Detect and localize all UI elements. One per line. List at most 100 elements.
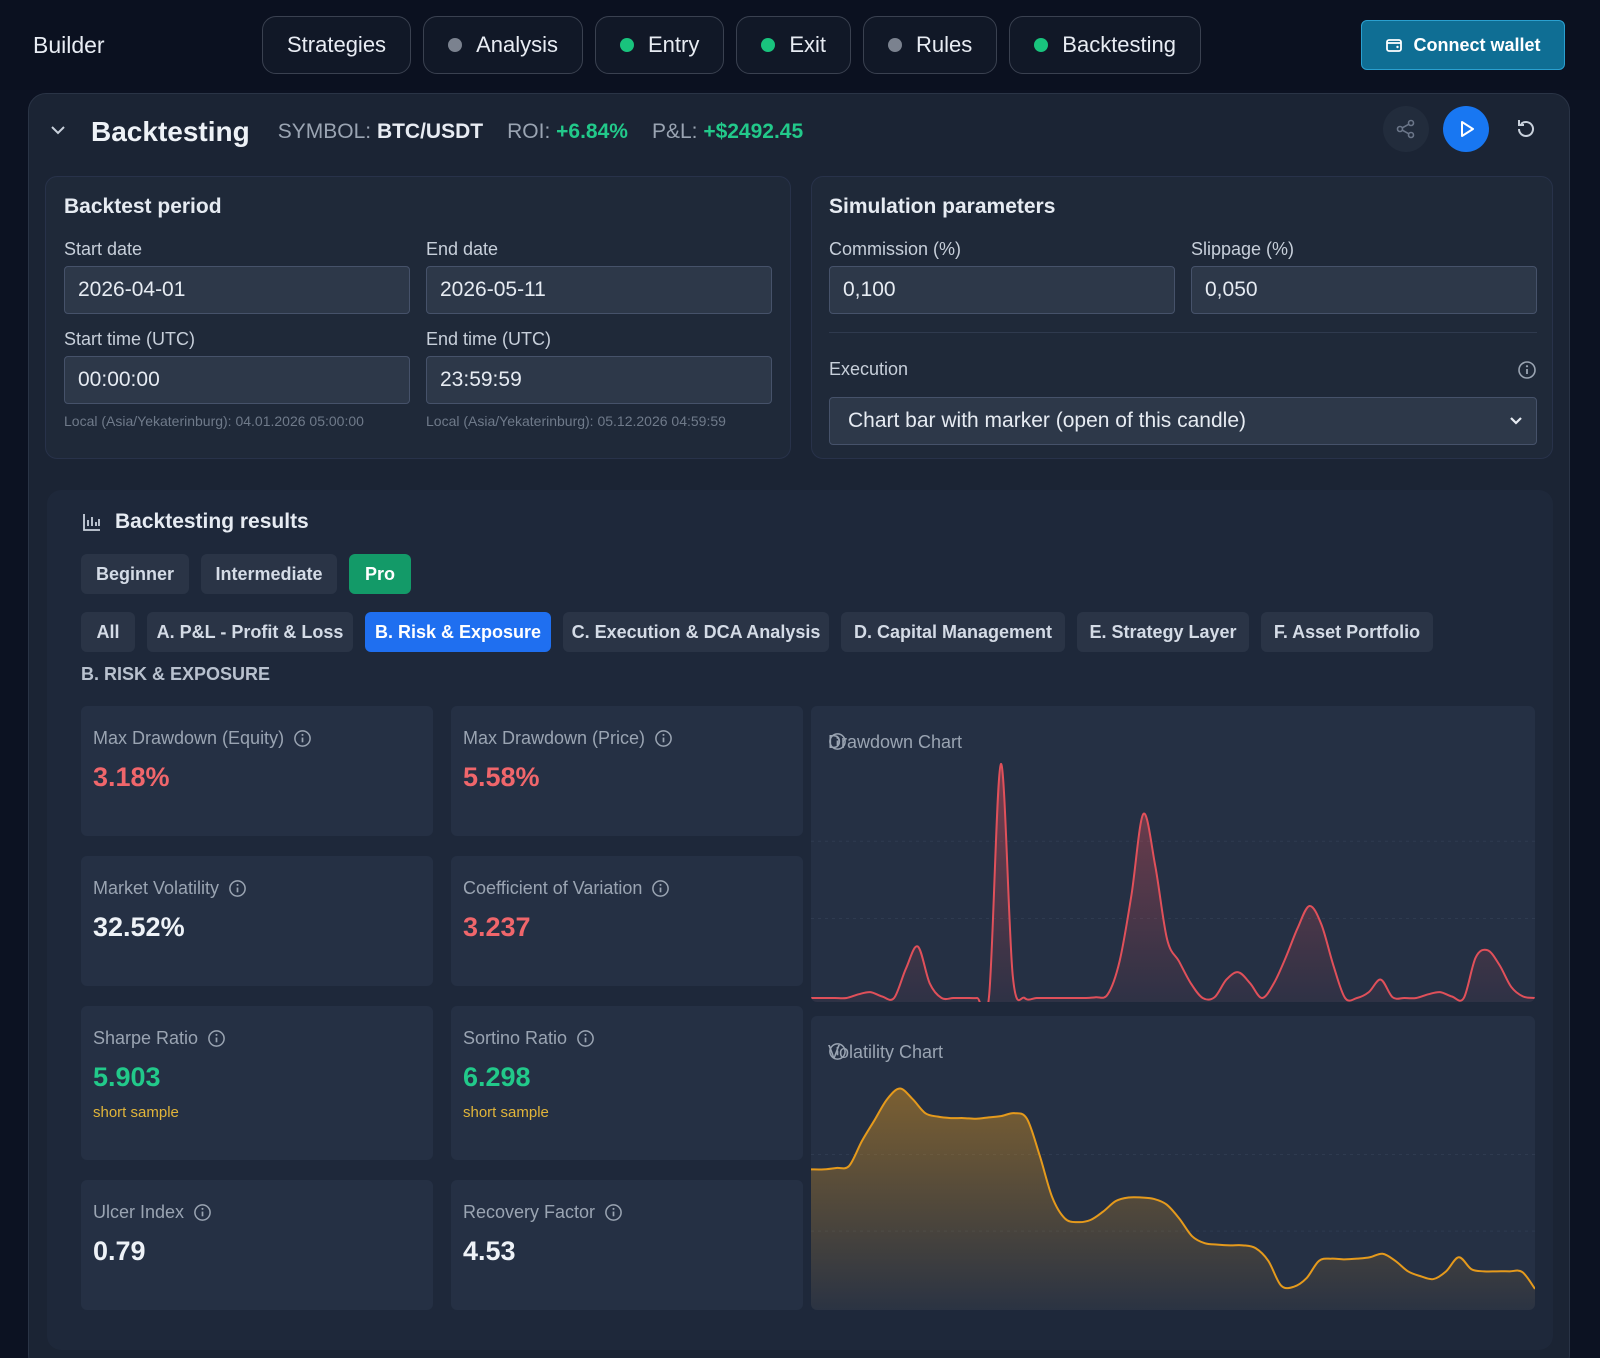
start-time-label: Start time (UTC) (64, 329, 196, 349)
level-beginner[interactable]: Beginner (81, 554, 189, 594)
metric-name-row: Ulcer Index (93, 1202, 212, 1223)
symbol-readout: SYMBOL: BTC/USDT (278, 120, 483, 144)
info-icon[interactable] (651, 879, 670, 898)
header-actions (1383, 106, 1549, 152)
run-backtest-button[interactable] (1443, 106, 1489, 152)
slippage-input[interactable]: 0,050 (1191, 266, 1537, 314)
series-area (811, 763, 1535, 1002)
tab-all[interactable]: All (81, 612, 135, 652)
roi-value: +6.84% (556, 120, 628, 143)
collapse-chevron-icon[interactable] (49, 121, 67, 144)
metric-name: Max Drawdown (Price) (463, 728, 646, 748)
info-icon[interactable] (604, 1203, 623, 1222)
start-date-input[interactable]: 2026-04-01 (64, 266, 410, 314)
info-icon[interactable] (228, 879, 247, 898)
bar-chart-icon (83, 514, 100, 531)
roi-readout: ROI: +6.84% (507, 120, 628, 144)
metric-value: 5.58% (463, 762, 540, 792)
section-heading: B. RISK & EXPOSURE (81, 664, 271, 684)
step-strategies[interactable]: Strategies (262, 16, 412, 74)
metric-card: Ulcer Index 0.79 (81, 1180, 433, 1310)
start-date-label: Start date (64, 239, 143, 259)
metric-card: Coefficient of Variation 3.237 (451, 856, 803, 986)
step-label: Exit (789, 32, 827, 57)
divider (829, 332, 1537, 333)
metric-value: 3.18% (93, 762, 170, 792)
info-icon[interactable] (654, 729, 673, 748)
info-icon[interactable] (1517, 360, 1537, 380)
info-icon[interactable] (828, 732, 847, 751)
reset-button[interactable] (1503, 106, 1549, 152)
metric-name: Max Drawdown (Equity) (93, 728, 285, 748)
play-icon (1461, 121, 1474, 137)
info-icon[interactable] (207, 1029, 226, 1048)
metric-name-row: Market Volatility (93, 878, 247, 899)
drawdown-chart (811, 762, 1535, 1002)
execution-label: Execution (829, 359, 909, 379)
step-exit[interactable]: Exit (736, 16, 852, 74)
metric-note: short sample (463, 1104, 549, 1121)
metric-value: 3.237 (463, 912, 531, 942)
info-icon[interactable] (193, 1203, 212, 1222)
step-label: Rules (916, 32, 973, 57)
step-nav: Strategies Analysis Entry Exit Rules Bac… (262, 16, 1202, 74)
info-icon[interactable] (576, 1029, 595, 1048)
tab-pnl[interactable]: A. P&L - Profit & Loss (147, 612, 353, 652)
commission-label: Commission (%) (829, 239, 962, 259)
commission-input[interactable]: 0,100 (829, 266, 1175, 314)
connect-wallet-label: Connect wallet (1413, 34, 1541, 55)
metric-name: Sharpe Ratio (93, 1028, 199, 1048)
step-label: Backtesting (1062, 32, 1177, 57)
step-analysis[interactable]: Analysis (423, 16, 583, 74)
simulation-parameters-card: Simulation parameters Commission (%) 0,1… (811, 176, 1553, 459)
step-rules[interactable]: Rules (863, 16, 998, 74)
tab-asset-portfolio[interactable]: F. Asset Portfolio (1261, 612, 1433, 652)
execution-select[interactable]: Chart bar with marker (open of this cand… (829, 397, 1537, 445)
metric-name-row: Max Drawdown (Price) (463, 728, 673, 749)
simulation-parameters-title: Simulation parameters (829, 195, 1056, 218)
metric-name: Sortino Ratio (463, 1028, 568, 1048)
info-icon[interactable] (293, 729, 312, 748)
tab-risk-exposure[interactable]: B. Risk & Exposure (365, 612, 551, 652)
metric-value: 5.903 (93, 1062, 161, 1092)
step-entry[interactable]: Entry (594, 16, 725, 74)
step-backtesting[interactable]: Backtesting (1009, 16, 1202, 74)
share-icon (1396, 119, 1415, 139)
panel-header: Backtesting SYMBOL: BTC/USDT ROI: +6.84%… (49, 116, 803, 148)
drawdown-chart-title-row: Drawdown Chart (828, 732, 962, 753)
status-dot-icon (888, 38, 903, 52)
metric-name: Coefficient of Variation (463, 878, 643, 898)
pnl-readout: P&L: +$2492.45 (652, 120, 803, 144)
metric-value: 6.298 (463, 1062, 531, 1092)
backtest-period-card: Backtest period Start date 2026-04-01 En… (45, 176, 791, 459)
level-pro[interactable]: Pro (349, 554, 411, 594)
status-dot-icon (619, 38, 634, 52)
execution-selected-value: Chart bar with marker (open of this cand… (848, 409, 1247, 432)
end-time-input[interactable]: 23:59:59 (426, 356, 772, 404)
volatility-chart-card: Volatility Chart (811, 1016, 1535, 1310)
volatility-chart-title: Volatility Chart (828, 1042, 944, 1062)
series-area (811, 1088, 1535, 1310)
metric-value: 0.79 (93, 1236, 146, 1266)
level-intermediate[interactable]: Intermediate (201, 554, 337, 594)
start-local-time: Local (Asia/Yekaterinburg): 04.01.2026 0… (64, 413, 364, 429)
tab-strategy-layer[interactable]: E. Strategy Layer (1077, 612, 1249, 652)
metric-card: Max Drawdown (Equity) 3.18% (81, 706, 433, 836)
info-icon[interactable] (828, 1042, 847, 1061)
results-heading: Backtesting results (81, 510, 309, 534)
metric-value: 4.53 (463, 1236, 516, 1266)
step-label: Entry (647, 32, 700, 57)
status-dot-icon (1034, 38, 1049, 52)
tab-capital-management[interactable]: D. Capital Management (841, 612, 1065, 652)
metric-name-row: Sharpe Ratio (93, 1028, 226, 1049)
chevron-down-icon (1510, 417, 1522, 425)
share-button[interactable] (1383, 106, 1429, 152)
tab-execution-dca[interactable]: C. Execution & DCA Analysis (563, 612, 829, 652)
start-time-input[interactable]: 00:00:00 (64, 356, 410, 404)
backtest-period-title: Backtest period (64, 195, 222, 218)
metric-name: Recovery Factor (463, 1202, 596, 1222)
status-dot-icon (761, 38, 776, 52)
connect-wallet-button[interactable]: Connect wallet (1361, 20, 1565, 70)
metric-card: Sortino Ratio 6.298 short sample (451, 1006, 803, 1160)
end-date-input[interactable]: 2026-05-11 (426, 266, 772, 314)
